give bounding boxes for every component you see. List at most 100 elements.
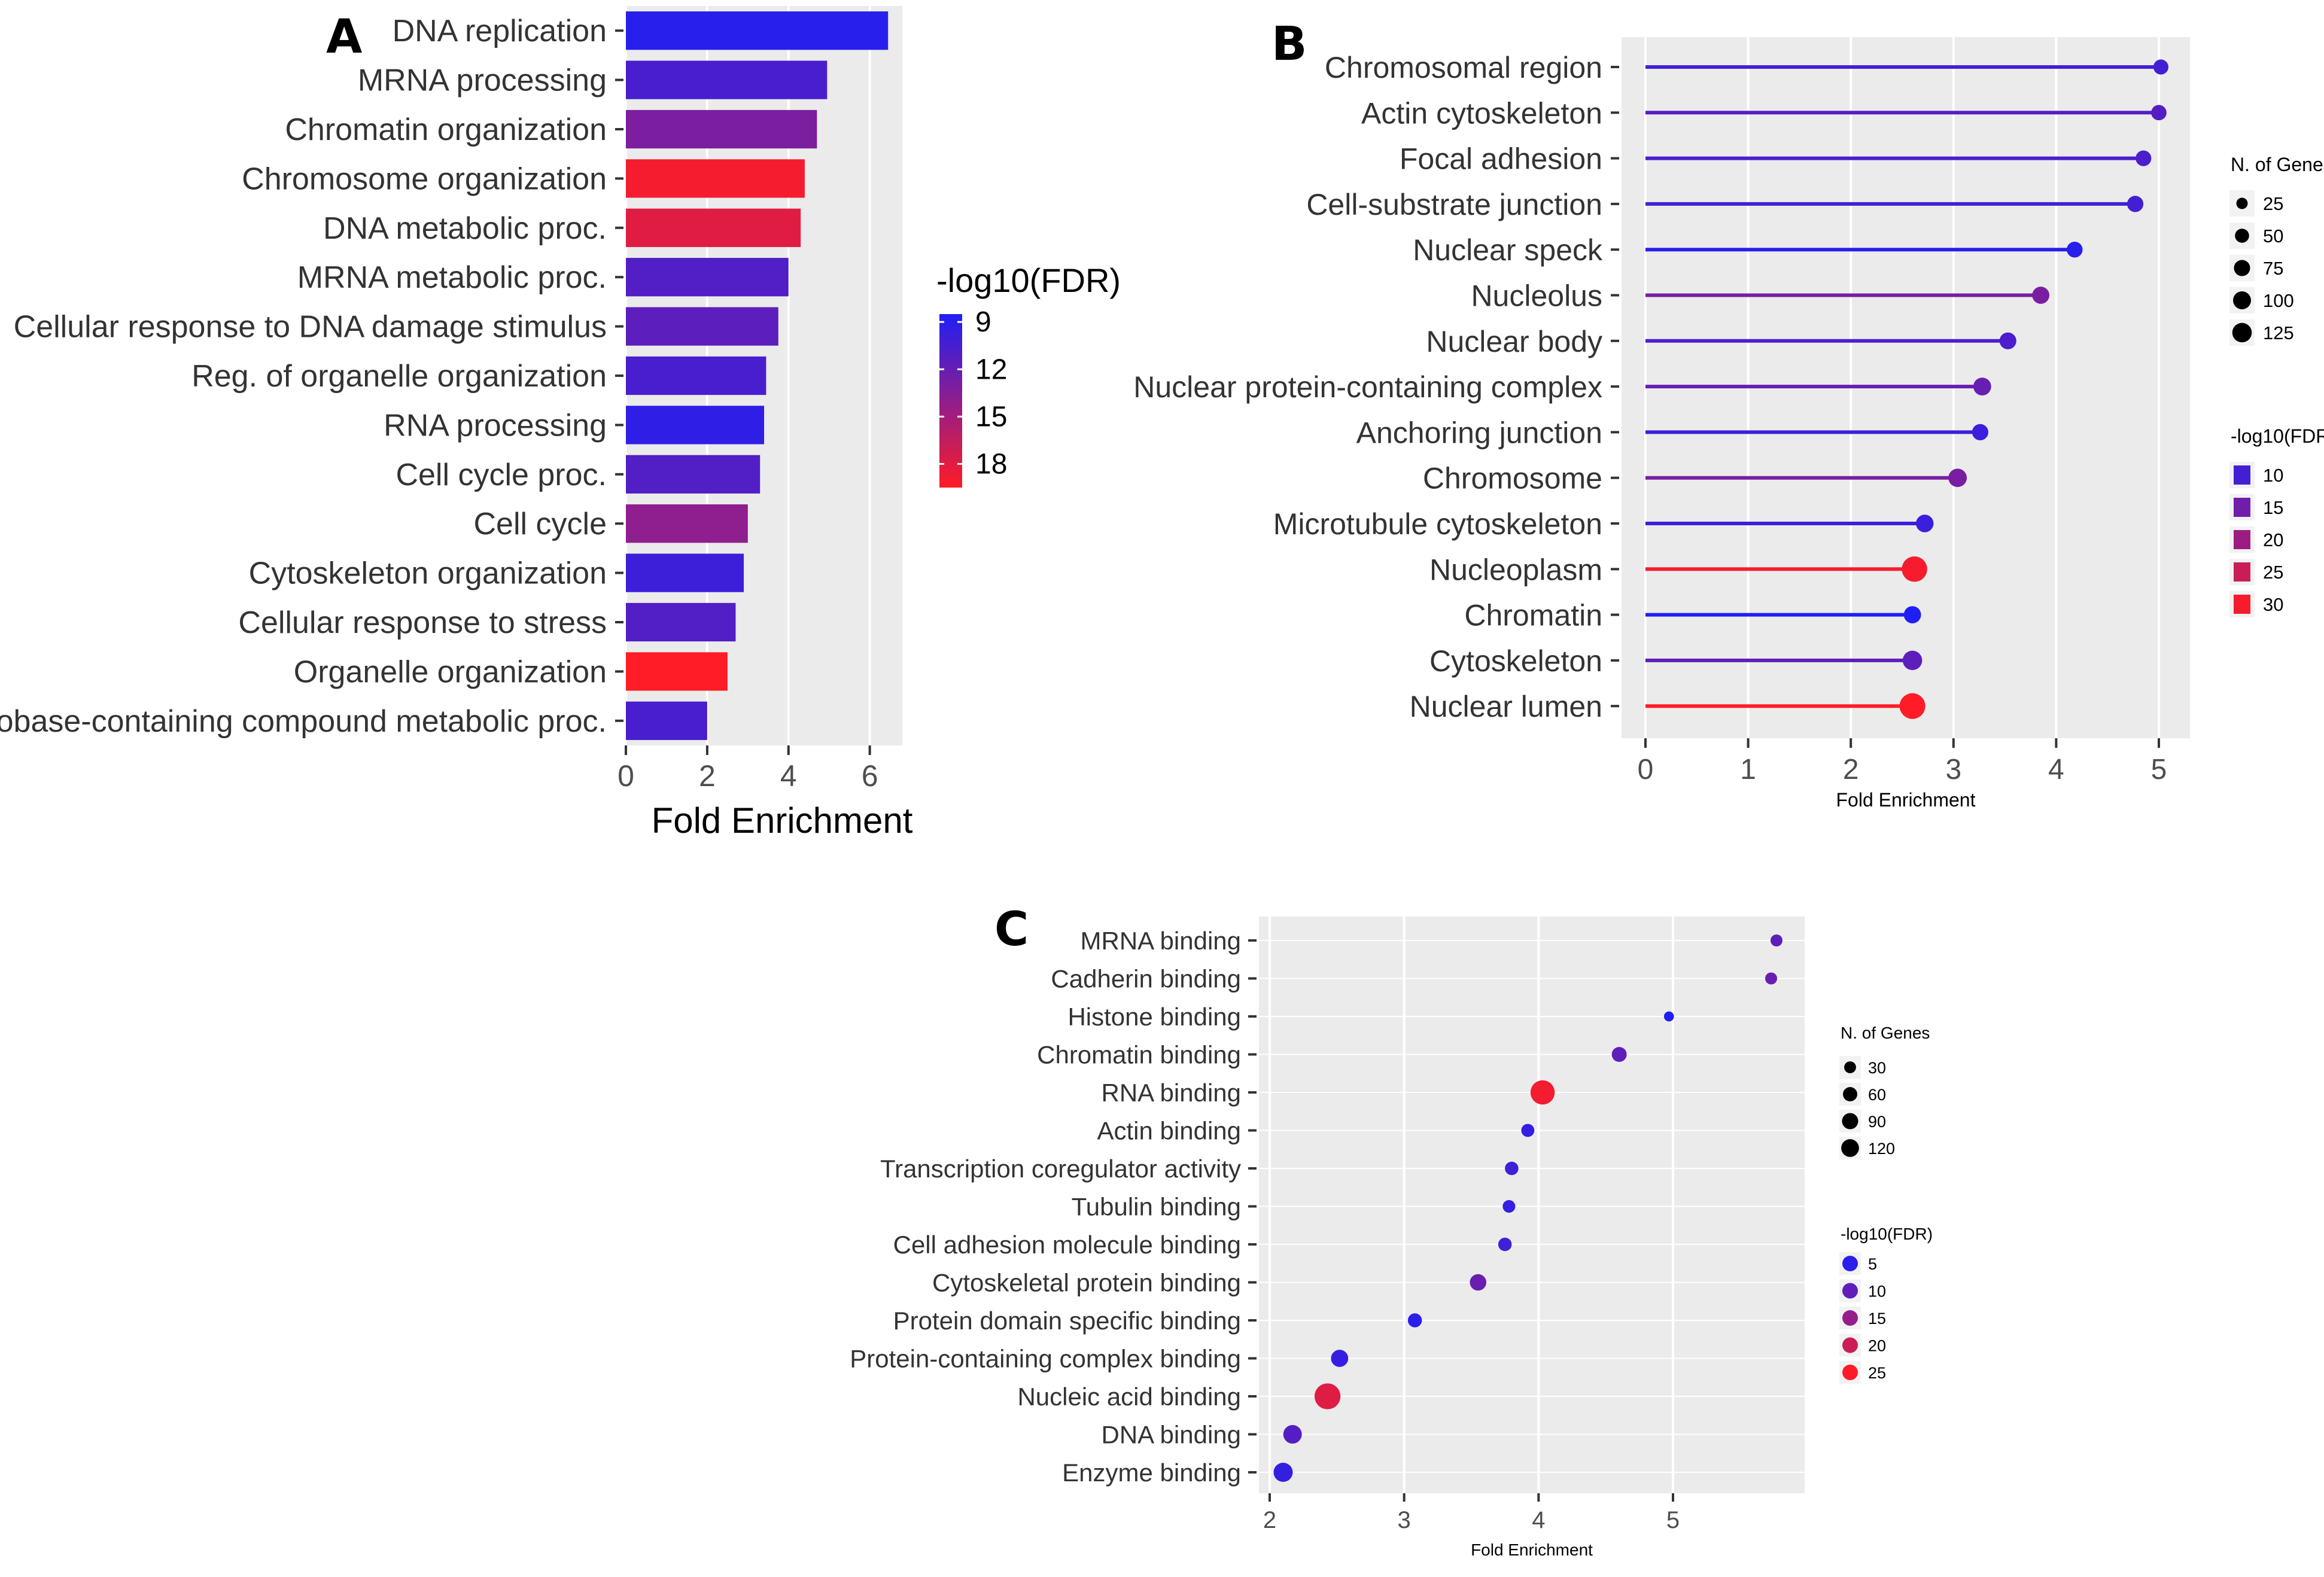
panel-b-point-nucleolus [2032,287,2050,304]
panel-b-point-focal-adhesion [2136,150,2152,166]
panel-b-color-legend-swatch [2234,465,2250,485]
panel-c-category-label: Tubulin binding [1072,1193,1241,1221]
panel-a-category-label: Organelle organization [294,654,607,689]
panel-b-color-legend-swatch [2234,498,2250,517]
panel-c-size-legend-label: 120 [1868,1140,1895,1158]
panel-a-bar-mrna-processing [626,60,828,99]
panel-c-color-legend-dot [1842,1310,1858,1326]
panel-a-bar-cytoskeleton-organization [626,553,744,592]
panel-a-letter: A [326,10,362,64]
panel-c-color-legend-label: 5 [1868,1255,1877,1273]
panel-c-x-axis-title: Fold Enrichment [1471,1541,1593,1559]
panel-b-size-legend-label: 125 [2263,322,2294,343]
panel-c-category-label: Cell adhesion molecule binding [893,1231,1241,1259]
panel-a-category-label: Cytoskeleton organization [249,556,607,591]
panel-b-size-legend-dot [2235,229,2249,243]
panel-a-legend-title: -log10(FDR) [936,261,1121,299]
panel-c-x-tick-label: 5 [1666,1507,1680,1533]
panel-b-x-axis-title: Fold Enrichment [1836,789,1976,811]
panel-a-x-tick-label: 0 [617,759,634,793]
panel-a-legend-colorbar [939,314,962,488]
panel-c-category-label: Transcription coregulator activity [880,1155,1241,1183]
panel-b-category-label: Cell-substrate junction [1306,188,1602,221]
panel-c-color-legend-label: 15 [1868,1310,1886,1328]
panel-c-category-label: DNA binding [1102,1421,1241,1449]
panel-c-category-label: RNA binding [1102,1079,1241,1107]
panel-b-color-legend-swatch [2234,562,2250,582]
panel-c-x-tick-label: 4 [1532,1507,1545,1533]
panel-c-category-label: Enzyme binding [1062,1459,1241,1487]
panel-a-category-label: Chromosome organization [242,162,607,196]
panel-c-point-cytoskeletal-protein-binding [1470,1274,1487,1291]
panel-b-size-legend-label: 75 [2263,258,2283,279]
panel-b-point-anchoring-junction [1972,424,1989,441]
panel-c-category-label: Histone binding [1067,1003,1241,1031]
panel-b-point-nuclear-protein-containing-complex [1973,377,1991,396]
panel-a-bar-organelle-organization [626,652,728,691]
panel-c-color-legend-label: 25 [1868,1364,1886,1382]
panel-c-category-label: Nucleic acid binding [1017,1383,1241,1411]
panel-a-category-label: DNA replication [393,14,607,48]
panel-a-bar-chart: A DNA replication MRNA processing Chromatin… [0,6,1121,841]
panel-c-point-nucleic-acid-binding [1314,1383,1341,1409]
panel-b-point-actin-cytoskeleton [2151,105,2167,121]
panel-c-color-legend-dot [1842,1256,1858,1271]
panel-b-category-label: Microtubule cytoskeleton [1273,507,1602,541]
panel-a-x-tick-label: 2 [699,759,716,793]
panel-b-size-legend-label: 25 [2263,193,2283,214]
panel-c-point-transcription-coregulator-activity [1505,1161,1519,1176]
panel-b-size-legend-label: 100 [2263,290,2294,311]
panel-c-size-legend-dot [1843,1087,1857,1101]
panel-c-point-tubulin-binding [1502,1200,1516,1213]
panel-a-category-label: MRNA processing [358,63,607,98]
panel-b-category-label: Nucleoplasm [1429,553,1602,586]
panel-c-point-enzyme-binding [1273,1462,1293,1482]
panel-a-bar-cellular-response-to-dna-damage-stimulus [626,307,778,346]
panel-b-color-legend-swatch [2234,530,2250,549]
panel-c-size-legend-label: 90 [1868,1113,1886,1131]
panel-a-category-label: RNA processing [384,408,607,443]
panel-b-category-label: Chromosome [1423,462,1602,495]
panel-a-category-label: Cellular response to stress [238,605,607,640]
panel-a-bar-cellular-response-to-stress [626,602,736,642]
panel-a-bar-rna-processing [626,406,764,445]
panel-a-category-label: Cellular response to DNA damage stimulus [14,310,607,345]
panel-c-category-label: Actin binding [1097,1117,1242,1145]
panel-c-point-chromatin-binding [1611,1047,1627,1062]
panel-c-point-protein-domain-specific-binding [1407,1313,1422,1328]
panel-b-point-nuclear-lumen [1899,693,1925,719]
panel-c-category-label: MRNA binding [1081,927,1241,955]
panel-c-size-legend-dot [1842,1113,1858,1130]
panel-c-category-label: Cytoskeletal protein binding [932,1269,1241,1297]
panel-c-size-legend-dot [1841,1139,1859,1157]
panel-b-size-legend-dot [2234,260,2250,276]
panel-b-size-legend-dot [2233,291,2251,309]
panel-a-bar-cell-cycle-proc [626,455,761,494]
panel-b-size-legend-dot [2232,322,2252,343]
panel-b-point-chromatin [1903,606,1921,623]
panel-b-point-nuclear-body [1999,332,2016,349]
panel-c-color-legend-dot [1842,1365,1858,1380]
panel-a-legend-label: 12 [975,354,1007,385]
panel-a-x-axis-title: Fold Enrichment [652,800,913,841]
panel-a-category-label: MRNA metabolic proc. [297,260,607,295]
panel-c-color-legend-label: 10 [1868,1283,1886,1301]
panel-a-category-label: Chromatin organization [285,112,607,147]
panel-b-point-microtubule-cytoskeleton [1916,514,1934,532]
panel-b-color-legend-label: 10 [2263,465,2283,486]
panel-c-x-tick-label: 3 [1398,1507,1411,1533]
panel-b-color-legend-label: 20 [2263,529,2283,550]
panel-b-x-tick-label: 1 [1740,754,1756,786]
panel-a-bar-dna-replication [626,11,889,50]
panel-c-point-actin-binding [1521,1124,1535,1137]
panel-b-category-label: Cytoskeleton [1429,644,1602,678]
panel-c-x-tick-label: 2 [1263,1507,1276,1533]
panel-c-plot-background [1259,917,1805,1493]
panel-b-point-nucleoplasm [1902,556,1927,582]
panel-b-category-label: Focal adhesion [1400,142,1602,176]
panel-c-category-label: Protein domain specific binding [893,1307,1241,1335]
panel-b-category-label: Chromosomal region [1325,51,1602,84]
panel-c-color-legend-title: -log10(FDR) [1841,1225,1933,1243]
panel-a-bar-reg-of-nucleobase-containing-compound-metabolic-proc [626,701,707,740]
panel-b-x-tick-label: 2 [1843,754,1859,786]
